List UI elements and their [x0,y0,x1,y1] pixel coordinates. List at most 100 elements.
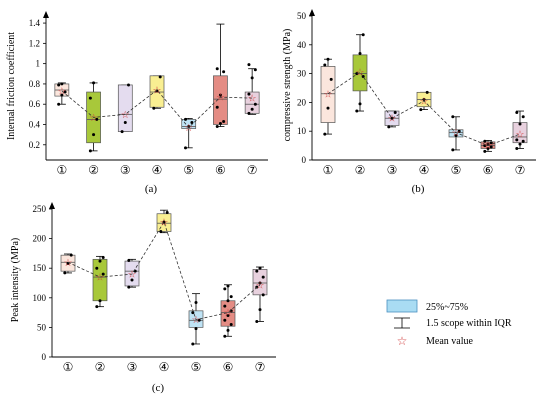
data-point [63,90,67,94]
legend-star-icon: ☆ [397,334,408,348]
data-point [88,96,92,100]
data-point [222,119,226,123]
y-tick-label: 40 [297,40,307,50]
data-point [126,83,130,87]
box-7 [244,63,260,115]
data-point [355,72,359,76]
y-axis-label: compressive strength (MPa) [282,29,293,142]
data-point [486,146,490,150]
data-point [361,33,365,37]
x-tick-label: ⑤ [191,360,202,374]
x-tick-label: ③ [127,360,138,374]
data-point [425,90,429,94]
data-point [223,287,227,291]
data-point [218,121,222,125]
data-point [229,322,233,326]
data-point [483,139,487,143]
data-point [253,102,257,106]
mean-star: ☆ [248,94,257,105]
data-point [152,106,156,110]
data-point [258,281,262,285]
x-tick-label: ④ [419,163,430,177]
y-tick-label: 0.4 [29,120,41,130]
mean-line [61,89,253,129]
mean-star: ☆ [216,93,225,104]
x-tick-label: ⑥ [483,163,494,177]
x-tick-label: ④ [152,163,163,177]
box-6 [480,139,496,153]
panel-c: 0 50 100 150 200 250 Peak intensity (MPa) ① ② ③ ④ ⑤… [10,202,276,394]
data-point [451,148,455,152]
box-7 [252,266,268,323]
mean-star: ☆ [484,141,493,152]
legend-item-box: 25%~75% [386,299,468,313]
data-point [226,299,230,303]
data-point [355,109,359,113]
y-tick-label: 0 [302,155,307,165]
x-tick-label: ④ [159,360,170,374]
legend-item-mean: ☆ Mean value [397,334,474,348]
data-point [184,117,188,121]
x-tick-label: ③ [120,163,131,177]
y-tick-label: 1.4 [29,18,41,28]
x-tick-label: ① [56,163,67,177]
mean-star: ☆ [64,258,73,269]
data-point [223,318,227,322]
y-axis-label: Peak intensity (MPa) [10,238,21,322]
data-point [393,110,397,114]
x-tick-label: ⑥ [223,360,234,374]
box-3 [384,110,400,129]
data-point [226,314,230,318]
legend-item-whisker: 1.5 scope within IQR [394,317,512,329]
data-point [226,284,230,288]
data-point [191,342,195,346]
data-point [215,125,219,129]
y-tick-label: 1 [36,59,41,69]
y-tick-label: 10 [297,126,307,136]
y-tick-label: 50 [297,11,307,21]
data-point [358,51,362,55]
mean-star: ☆ [96,273,105,284]
data-point [329,77,333,81]
box-4 [149,75,165,110]
mean-star: ☆ [452,128,461,139]
data-point [120,130,124,134]
data-point [191,311,195,315]
mean-star: ☆ [324,89,333,100]
panel-b: 0 10 20 30 40 50 compressive strength (MPa) ① ② ③… [282,9,536,195]
data-point [130,278,134,282]
mean-star: ☆ [388,114,397,125]
data-point [258,308,262,312]
data-point [387,125,391,129]
y-tick-label: 30 [297,69,307,79]
x-tick-label: ② [355,163,366,177]
y-tick-label: 0.6 [29,99,41,109]
x-tick-label: ② [88,163,99,177]
data-point [95,117,99,121]
y-tick-label: 1.2 [29,38,40,48]
data-point [92,133,96,137]
mean-star: ☆ [356,68,365,79]
legend-mean-label: Mean value [426,336,473,347]
x-tick-label: ① [63,360,74,374]
x-tick-label: ② [95,360,106,374]
data-point [60,93,64,97]
x-tick-label: ⑤ [451,163,462,177]
data-point [123,120,127,124]
data-point [127,259,131,263]
y-tick-label: 50 [37,322,47,332]
legend-box-swatch [386,299,418,313]
data-point [215,105,219,109]
data-point [261,275,265,279]
data-point [255,269,259,273]
x-tick-label: ⑦ [247,163,258,177]
data-point [247,63,251,67]
data-point [69,253,73,257]
data-point [127,285,131,289]
data-point [518,142,522,146]
data-point [250,107,254,111]
mean-star: ☆ [160,218,169,229]
legend-box-label: 25%~75% [426,302,468,313]
x-tick-label: ⑤ [183,163,194,177]
